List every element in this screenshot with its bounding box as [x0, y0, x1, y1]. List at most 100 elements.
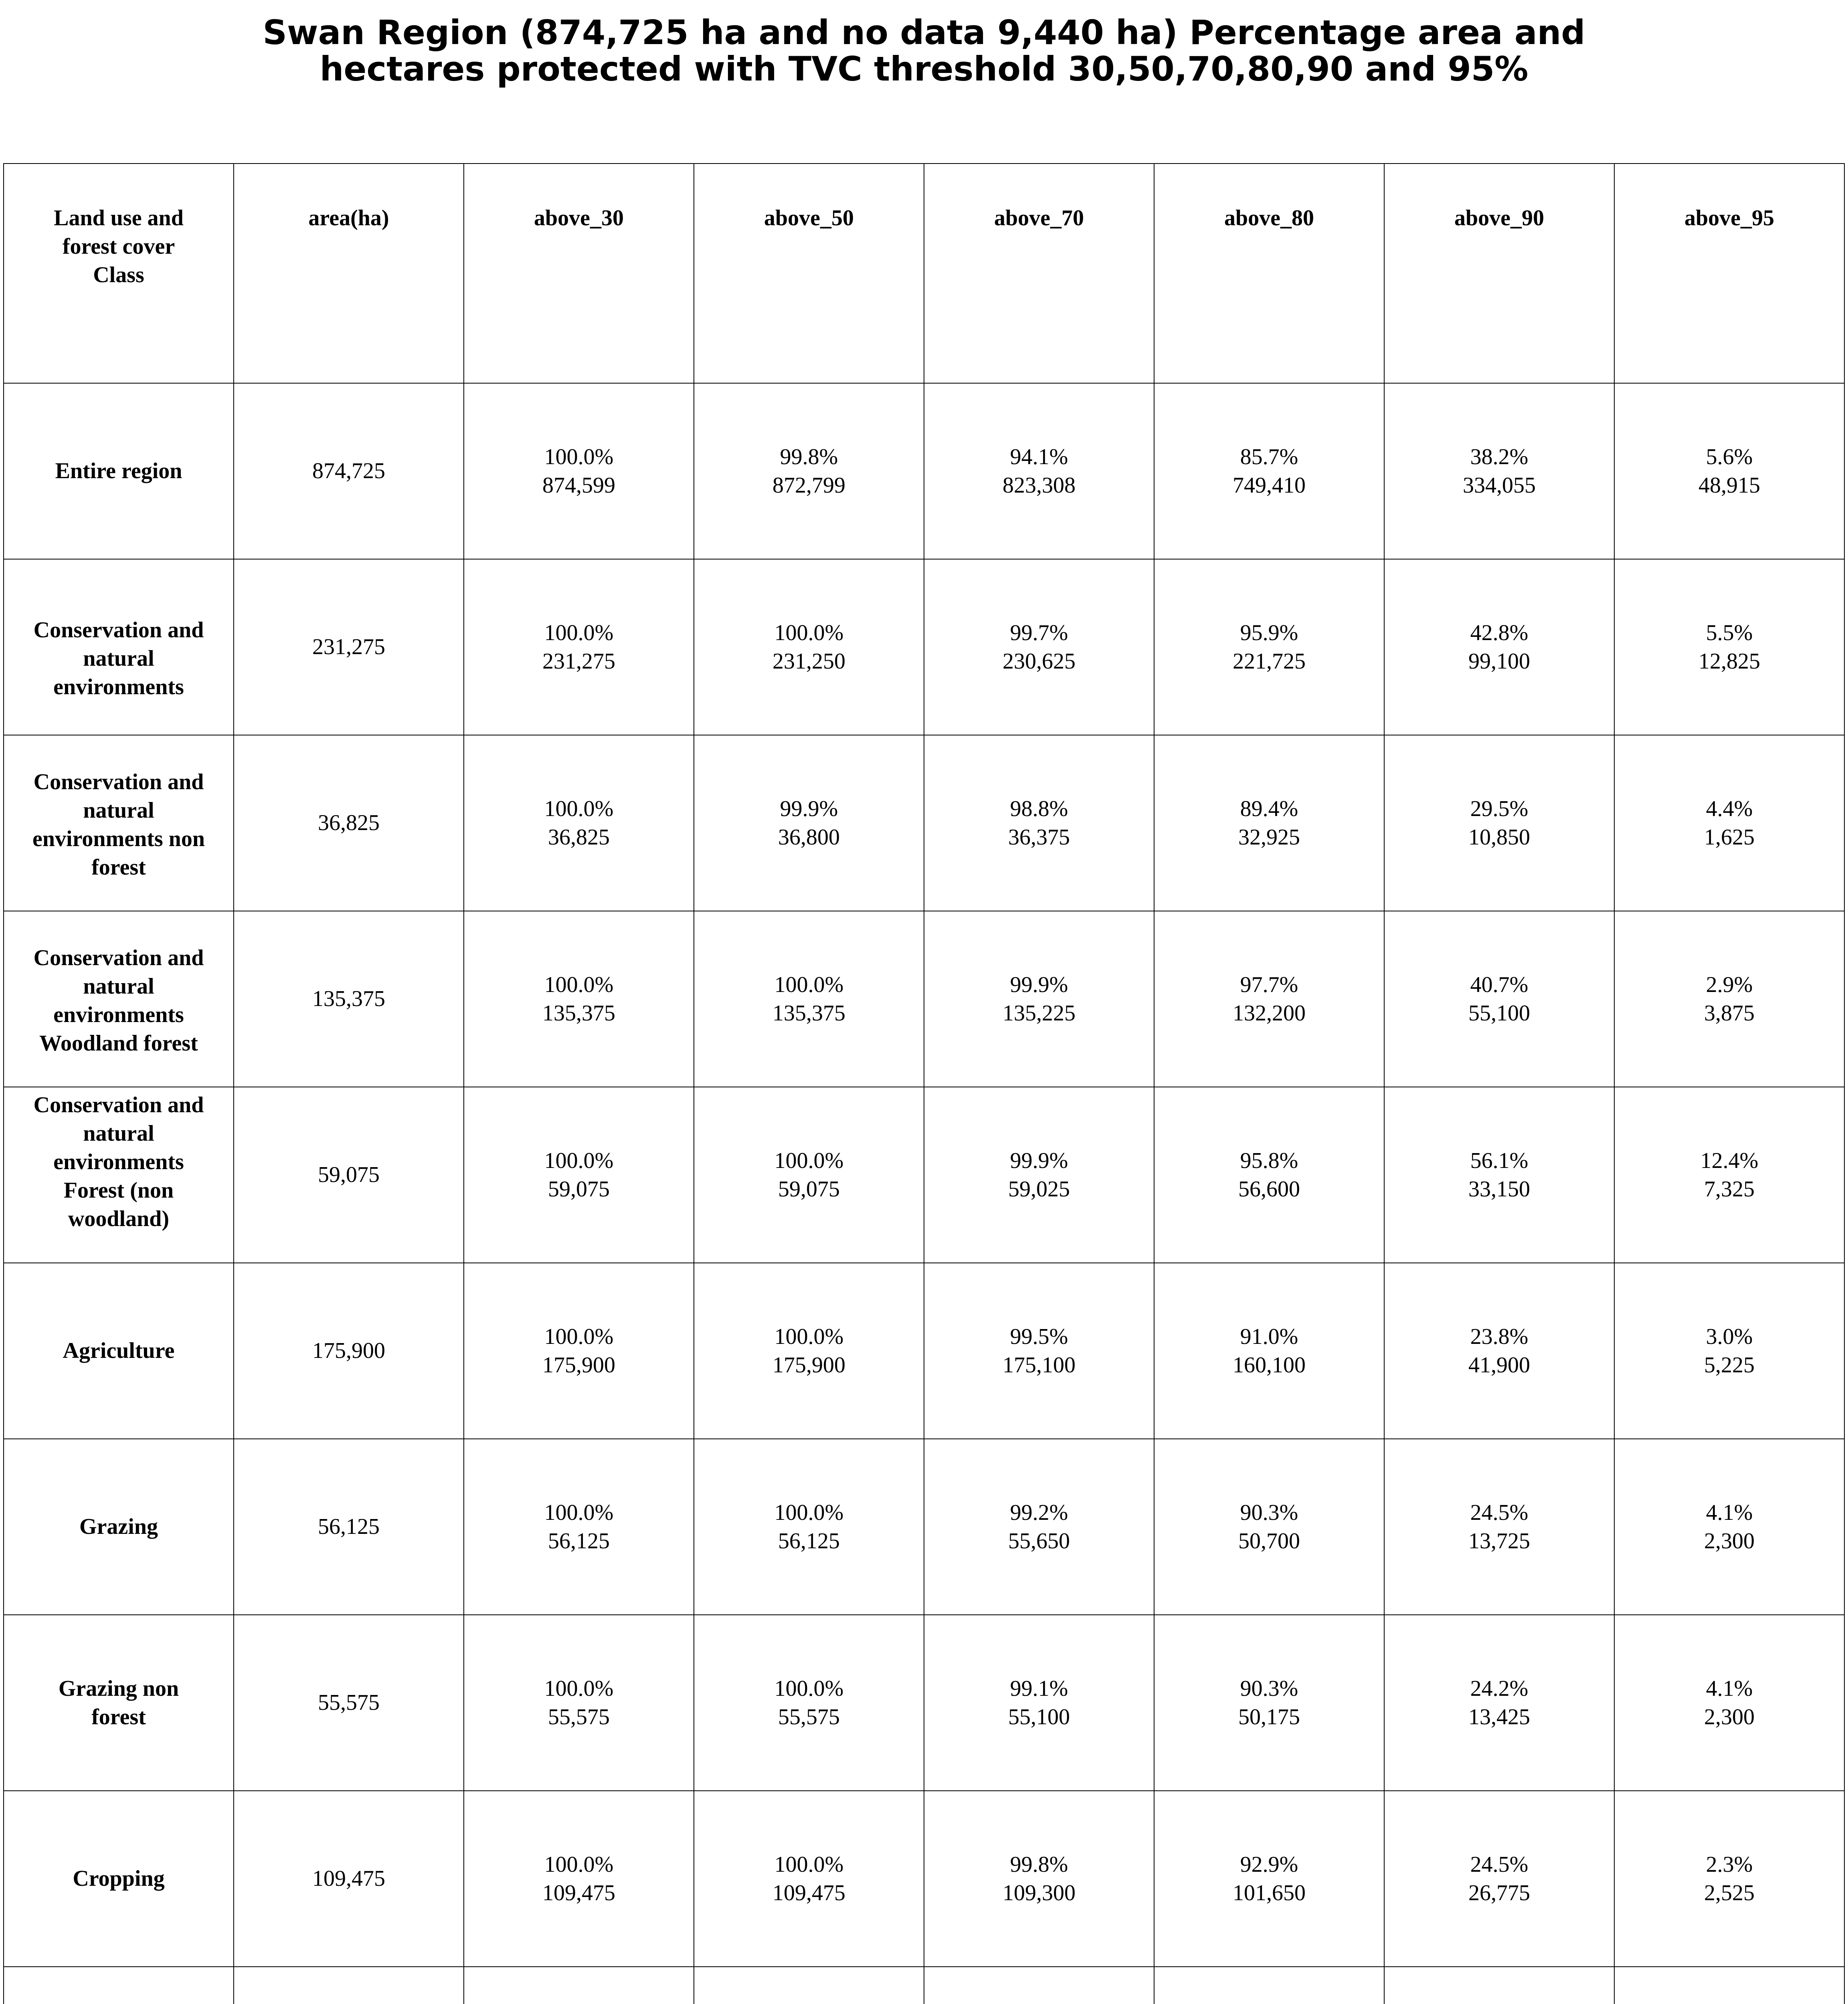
- row-label: Conservation and natural environments no…: [3, 735, 234, 912]
- value-cell: 98.5% 9,925: [924, 1966, 1154, 2004]
- value-cell: 100.0% 135,375: [463, 911, 694, 1088]
- value-cell: 100.0% 56,125: [463, 1438, 694, 1616]
- value-cell: 100.0% 175,900: [694, 1263, 924, 1440]
- column-header: above_70: [924, 163, 1154, 384]
- value-cell: 99.2% 55,650: [924, 1438, 1154, 1616]
- row-label-text: Entire region: [55, 459, 182, 484]
- row-label: Conservation and natural environments: [3, 559, 234, 736]
- column-header: above_80: [1154, 163, 1385, 384]
- table-row: Conservation and natural environments Fo…: [3, 1087, 1845, 1264]
- area-cell: 874,725: [233, 383, 464, 560]
- value-cell: 97.7% 132,200: [1154, 911, 1385, 1088]
- table-row: Agriculture 175,900 100.0% 175,900 100.0% 1…: [3, 1263, 1845, 1440]
- row-label-text: Cropping: [73, 1866, 165, 1891]
- area-cell: 59,075: [233, 1087, 464, 1264]
- area-cell: 175,900: [233, 1263, 464, 1440]
- value-cell: 24.2% 13,425: [1384, 1614, 1615, 1792]
- value-cell: 24.5% 26,775: [1384, 1790, 1615, 1968]
- value-cell: 100.0% 59,075: [694, 1087, 924, 1264]
- table-row: Cropping 109,475 100.0% 109,475 100.0% 109,…: [3, 1790, 1845, 1968]
- value-cell: 100.0% 175,900: [463, 1263, 694, 1440]
- land-use-protection-table: Land use and forest cover Class area(ha) a…: [3, 163, 1845, 2004]
- value-cell: 99.5% 175,100: [924, 1263, 1154, 1440]
- value-cell: 100.0% 874,599: [463, 383, 694, 560]
- value-cell: 23.8% 41,900: [1384, 1263, 1615, 1440]
- row-label-text: Grazing non forest: [58, 1676, 179, 1729]
- row-label-text: Conservation and natural environments no…: [32, 769, 205, 880]
- value-cell: 95.8% 56,600: [1154, 1087, 1385, 1264]
- value-cell: 3.0% 5,225: [1614, 1263, 1845, 1440]
- value-cell: 100.0% 231,250: [694, 559, 924, 736]
- value-cell: 100.0% 10,075: [463, 1966, 694, 2004]
- column-header: Land use and forest cover Class: [3, 163, 234, 384]
- value-cell: 100.0% 56,125: [694, 1438, 924, 1616]
- value-cell: 12.4% 7,325: [1614, 1087, 1845, 1264]
- value-cell: 89.4% 32,925: [1154, 735, 1385, 912]
- value-cell: 90.3% 50,175: [1154, 1614, 1385, 1792]
- value-cell: 99.9% 135,225: [924, 911, 1154, 1088]
- value-cell: 92.9% 101,650: [1154, 1790, 1385, 1968]
- value-cell: 100.0% 36,825: [463, 735, 694, 912]
- value-cell: 100.0% 55,575: [463, 1614, 694, 1792]
- value-cell: 4.1% 2,300: [1614, 1438, 1845, 1616]
- row-label-text: Conservation and natural environments Wo…: [33, 945, 204, 1056]
- value-cell: 100.0% 55,575: [694, 1614, 924, 1792]
- row-label-text: Agriculture: [63, 1338, 175, 1364]
- row-label: Conservation and natural environments Fo…: [3, 1087, 234, 1264]
- value-cell: 38.2% 334,055: [1384, 383, 1615, 560]
- page-title: Swan Region (874,725 ha and no data 9,44…: [0, 0, 1848, 87]
- row-label: Irrigation: [3, 1966, 234, 2004]
- value-cell: 99.1% 55,100: [924, 1614, 1154, 1792]
- table-row: Grazing 56,125 100.0% 56,125 100.0% 56,125 9…: [3, 1438, 1845, 1616]
- value-cell: 42.8% 99,100: [1384, 559, 1615, 736]
- value-cell: 99.9% 59,025: [924, 1087, 1154, 1264]
- area-cell: 231,275: [233, 559, 464, 736]
- value-cell: 100.0% 59,075: [463, 1087, 694, 1264]
- row-label: Entire region: [3, 383, 234, 560]
- area-cell: 56,125: [233, 1438, 464, 1616]
- column-header: above_90: [1384, 163, 1615, 384]
- value-cell: 99.9% 36,800: [694, 735, 924, 912]
- value-cell: 4.4% 1,625: [1614, 735, 1845, 912]
- value-cell: 100.0% 231,275: [463, 559, 694, 736]
- row-label: Agriculture: [3, 1263, 234, 1440]
- value-cell: 90.3% 50,700: [1154, 1438, 1385, 1616]
- value-cell: 99.8% 109,300: [924, 1790, 1154, 1968]
- value-cell: 5.6% 48,915: [1614, 383, 1845, 560]
- value-cell: 98.8% 36,375: [924, 735, 1154, 912]
- value-cell: 100.0% 109,475: [463, 1790, 694, 1968]
- value-cell: 100.0% 10,075: [694, 1966, 924, 2004]
- row-label: Cropping: [3, 1790, 234, 1968]
- table-row: Entire region 874,725 100.0% 874,599 99.8% …: [3, 383, 1845, 560]
- row-label: Grazing: [3, 1438, 234, 1616]
- area-cell: 109,475: [233, 1790, 464, 1968]
- value-cell: 4.0% 400: [1614, 1966, 1845, 2004]
- value-cell: 91.0% 160,100: [1154, 1263, 1385, 1440]
- value-cell: 85.7% 749,410: [1154, 383, 1385, 560]
- value-cell: 100.0% 135,375: [694, 911, 924, 1088]
- column-header: above_95: [1614, 163, 1845, 384]
- page-title-line1: Swan Region (874,725 ha and no data 9,44…: [263, 13, 1585, 52]
- row-label: Grazing non forest: [3, 1614, 234, 1792]
- value-cell: 95.9% 221,725: [1154, 559, 1385, 736]
- table-row: Conservation and natural environments Wo…: [3, 911, 1845, 1088]
- area-cell: 135,375: [233, 911, 464, 1088]
- column-header: area(ha): [233, 163, 464, 384]
- value-cell: 2.9% 3,875: [1614, 911, 1845, 1088]
- value-cell: 99.8% 872,799: [694, 383, 924, 560]
- value-cell: 29.5% 10,850: [1384, 735, 1615, 912]
- row-label: Conservation and natural environments Wo…: [3, 911, 234, 1088]
- area-cell: 36,825: [233, 735, 464, 912]
- area-cell: 10,075: [233, 1966, 464, 2004]
- value-cell: 94.1% 823,308: [924, 383, 1154, 560]
- table-header-row: Land use and forest cover Class area(ha) a…: [3, 163, 1845, 384]
- row-label-text: Conservation and natural environments Fo…: [33, 1093, 204, 1232]
- value-cell: 24.5% 13,725: [1384, 1438, 1615, 1616]
- value-cell: 2.3% 2,525: [1614, 1790, 1845, 1968]
- value-cell: 56.1% 33,150: [1384, 1087, 1615, 1264]
- column-header: above_30: [463, 163, 694, 384]
- column-header: above_50: [694, 163, 924, 384]
- table-row: Grazing non forest 55,575 100.0% 55,575 100…: [3, 1614, 1845, 1792]
